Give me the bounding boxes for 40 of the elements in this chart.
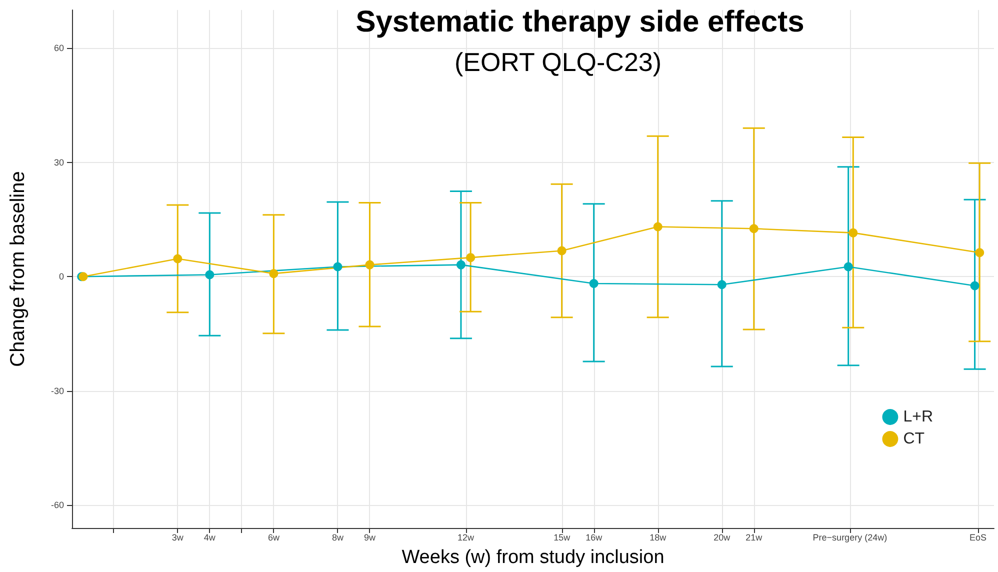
x-tick-label: 9w (364, 532, 376, 542)
point (269, 269, 278, 278)
point (749, 224, 758, 234)
x-tick-label: EoS (969, 532, 986, 542)
point (333, 262, 342, 272)
x-tick-label: 12w (458, 532, 475, 542)
y-tick-label: 0 (58, 272, 64, 282)
point (205, 270, 214, 280)
y-tick-label: -30 (50, 386, 64, 396)
x-tick-label: 4w (204, 532, 216, 542)
y-tick-label: 30 (54, 157, 64, 168)
x-tick-label: Pre−surgery (24w) (812, 532, 888, 542)
point (848, 228, 858, 238)
y-tick-label: -60 (50, 500, 64, 510)
point (717, 280, 726, 290)
point (844, 262, 853, 272)
x-tick-label: 3w (172, 532, 184, 542)
chart-title: Systematic therapy side effects (356, 6, 804, 38)
point (365, 260, 374, 270)
x-tick-label: 20w (714, 532, 731, 542)
x-tick-label: 8w (332, 532, 344, 542)
point (653, 222, 662, 232)
x-tick-label: 16w (586, 532, 603, 542)
point (589, 278, 598, 288)
x-tick-label: 15w (554, 532, 571, 542)
x-tick-label: 21w (746, 532, 763, 542)
point (456, 260, 466, 270)
y-tick-label: 60 (54, 43, 64, 54)
x-tick-label: 18w (650, 532, 667, 542)
point (975, 248, 984, 258)
x-tick-label: 6w (268, 532, 280, 542)
y-axis-title: Change from baseline (7, 171, 29, 367)
x-axis-title: Weeks (w) from study inclusion (402, 547, 664, 568)
point (173, 254, 182, 264)
legend-label: CT (903, 430, 925, 448)
text: (EORT QLQ-C23) (454, 47, 662, 77)
point (970, 281, 980, 290)
point (557, 246, 566, 256)
legend-label: L+R (903, 408, 933, 426)
point (466, 253, 476, 262)
